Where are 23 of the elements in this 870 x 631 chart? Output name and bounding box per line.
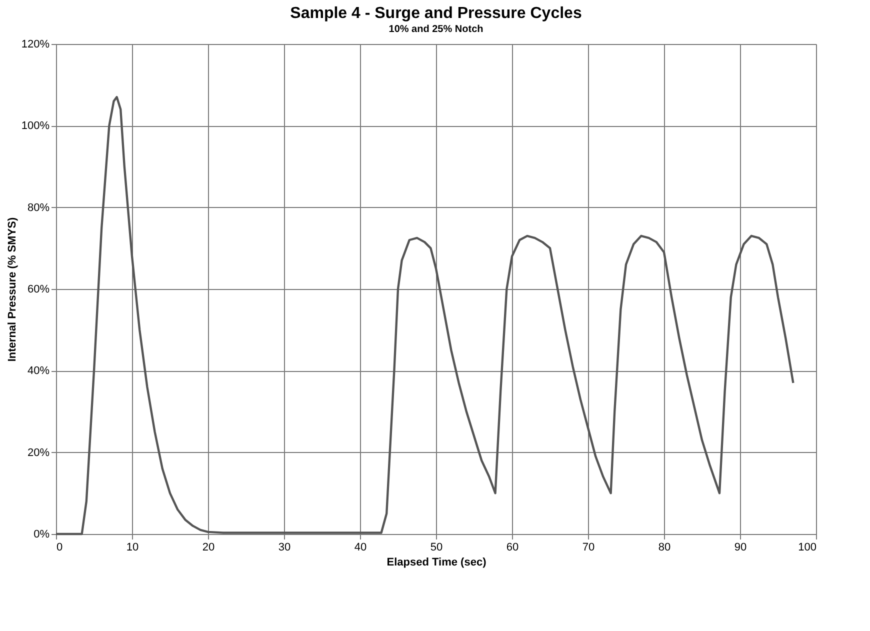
y-tick-label: 120% — [21, 38, 50, 50]
y-tick-label: 80% — [27, 202, 50, 214]
x-axis-title: Elapsed Time (sec) — [386, 556, 487, 568]
x-tick-label: 60 — [506, 542, 519, 554]
x-tick-label: 50 — [430, 542, 443, 554]
x-tick-label: 80 — [658, 542, 671, 554]
y-tick-label: 60% — [27, 284, 50, 296]
y-tick-label: 40% — [27, 365, 50, 378]
x-tick-label: 70 — [582, 542, 595, 554]
x-tick-label: 0 — [56, 542, 63, 554]
chart-subtitle: 10% and 25% Notch — [388, 24, 484, 35]
x-tick-label: 20 — [202, 542, 215, 554]
x-tick-label: 100 — [798, 542, 816, 554]
x-tick-label: 10 — [126, 542, 139, 554]
y-tick-label: 0% — [34, 528, 50, 540]
x-tick-label: 90 — [734, 542, 747, 554]
chart-title: Sample 4 - Surge and Pressure Cycles — [290, 5, 582, 22]
line-series — [54, 96, 794, 536]
y-tick-label: 20% — [27, 446, 50, 459]
x-tick-label: 40 — [354, 542, 367, 554]
y-tick-label: 100% — [21, 120, 50, 132]
x-tick-label: 30 — [278, 542, 291, 554]
y-axis-title: Internal Pressure (% SMYS) — [6, 217, 18, 362]
